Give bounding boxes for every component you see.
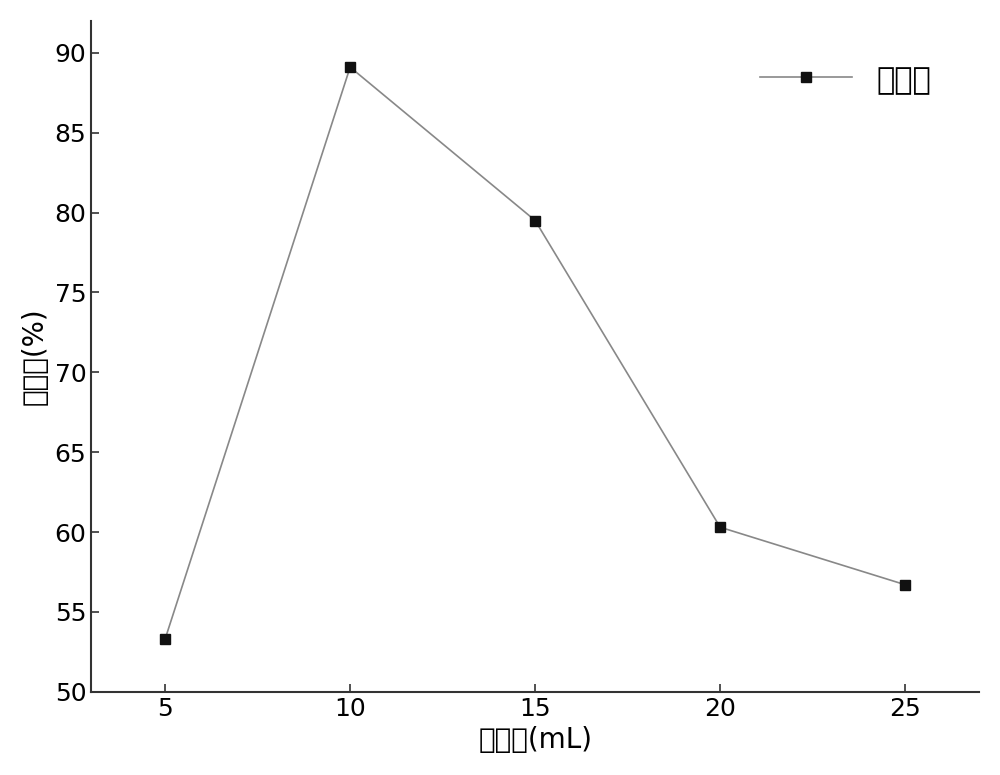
絢凝率 [714, 522, 726, 532]
Y-axis label: 絢凝率(%): 絢凝率(%) [21, 308, 49, 405]
Legend: 絢凝率: 絢凝率 [745, 50, 946, 110]
絢凝率 [899, 580, 911, 589]
絢凝率 [529, 216, 541, 226]
絢凝率 [159, 635, 171, 644]
X-axis label: 投加量(mL): 投加量(mL) [478, 726, 592, 754]
Line: 絢凝率: 絢凝率 [160, 62, 910, 644]
絢凝率 [344, 63, 356, 72]
